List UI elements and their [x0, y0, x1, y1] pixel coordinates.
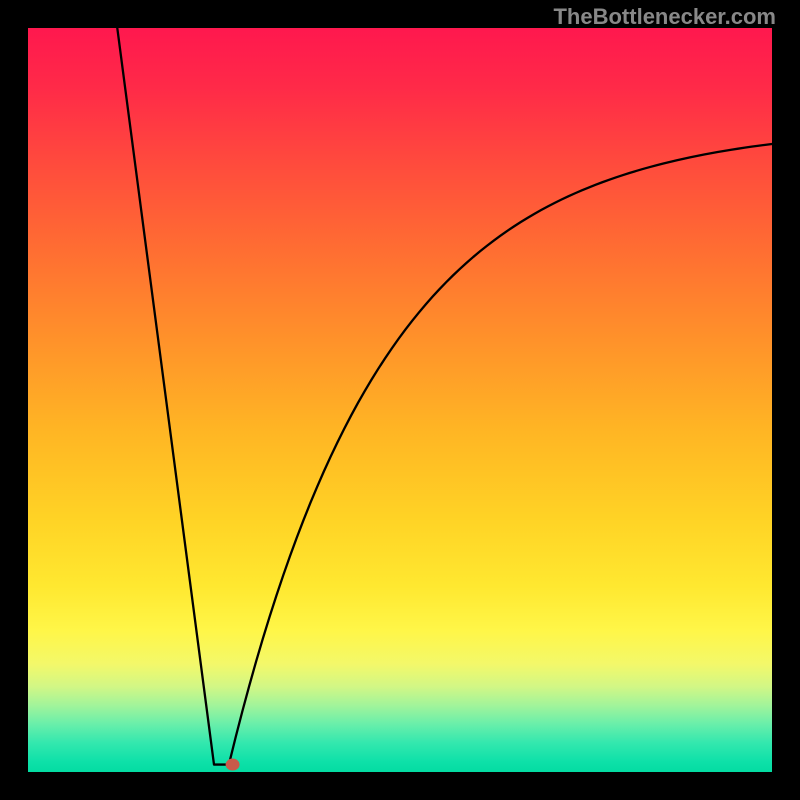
chart-container: TheBottlenecker.com	[0, 0, 800, 800]
watermark-text: TheBottlenecker.com	[553, 4, 776, 30]
plot-background	[28, 28, 772, 772]
chart-svg	[0, 0, 800, 800]
optimal-point-marker	[226, 759, 240, 771]
